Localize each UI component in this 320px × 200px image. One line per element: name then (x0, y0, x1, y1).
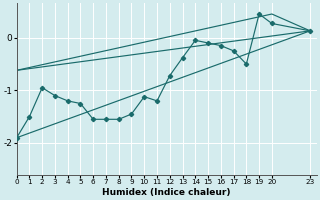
X-axis label: Humidex (Indice chaleur): Humidex (Indice chaleur) (102, 188, 231, 197)
